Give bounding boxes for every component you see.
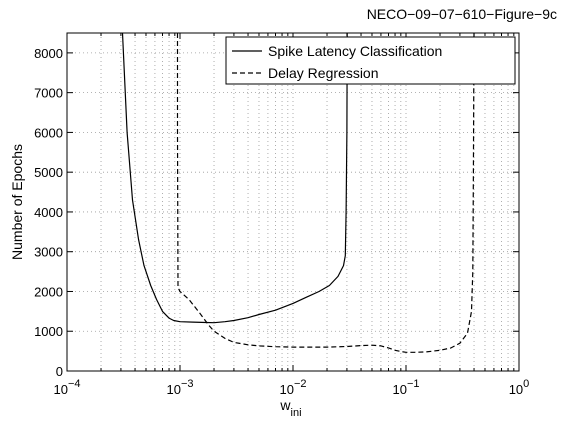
y-axis-label: Number of Epochs (9, 144, 25, 260)
y-tick-label: 7000 (34, 86, 63, 101)
axis-ticks (66, 33, 519, 372)
legend-box (225, 36, 516, 85)
legend-label-delay-regression: Delay Regression (268, 65, 379, 81)
x-axis-label-subscript: ini (291, 407, 302, 419)
series-line-delay-regression (176, 32, 475, 353)
y-tick-label: 4000 (34, 205, 63, 220)
y-tick-label: 5000 (34, 165, 63, 180)
y-tick-label: 6000 (34, 125, 63, 140)
x-tick-label: 100 (509, 378, 530, 397)
legend-label-spike-latency: Spike Latency Classification (268, 43, 442, 59)
x-tick-label: 10−2 (279, 378, 306, 397)
y-tick-label: 0 (56, 364, 63, 379)
y-tick-label: 1000 (34, 324, 63, 339)
x-tick-label: 10−1 (392, 378, 419, 397)
chart-title: NECO−09−07−610−Figure−9c (367, 6, 557, 22)
y-tick-labels: 0 1000 2000 3000 4000 5000 6000 7000 8000 (34, 46, 63, 379)
x-axis-label-base: w (279, 397, 291, 413)
series-line-spike-latency (121, 32, 348, 324)
y-tick-label: 3000 (34, 245, 63, 260)
legend: Spike Latency Classification Delay Regre… (225, 36, 516, 85)
series-lines (121, 32, 475, 353)
y-tick-label: 2000 (34, 284, 63, 299)
x-tick-label: 10−3 (166, 378, 193, 397)
y-tick-label: 8000 (34, 46, 63, 61)
x-tick-labels: 10−4 10−3 10−2 10−1 100 (53, 378, 529, 397)
x-axis-label: wini (279, 397, 301, 419)
x-tick-label: 10−4 (53, 378, 80, 397)
